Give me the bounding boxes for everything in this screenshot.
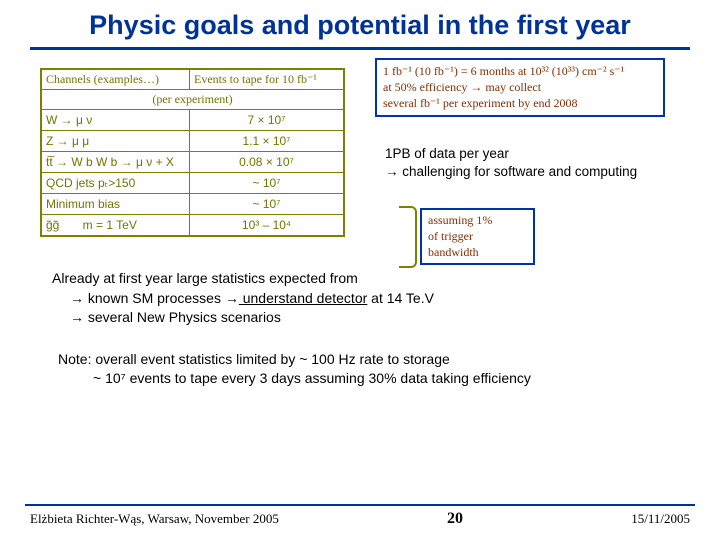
table-cell: QCD jets pₜ>150 [42,173,190,193]
body-line: → several New Physics scenarios [70,308,690,328]
table-cell: 1.1 × 10⁷ [190,131,343,151]
table-row: Z → μ μ 1.1 × 10⁷ [42,131,343,152]
title-underline [30,47,690,50]
table-cell: 10³ – 10⁴ [190,215,343,235]
luminosity-box: 1 fb⁻¹ (10 fb⁻¹) = 6 months at 10³² (10³… [375,58,665,117]
table-cell: ~ 10⁷ [190,173,343,193]
arrow-icon: → known SM processes → [70,290,239,306]
table-cell: Z → μ μ [42,131,190,151]
lumi-line: 1 fb⁻¹ (10 fb⁻¹) = 6 months at 10³² (10³… [383,63,657,79]
body-paragraph-2: Note: overall event statistics limited b… [58,350,690,389]
table-cell: tt̅ → W b W b → μ ν + X [42,152,190,172]
table-header-channels: Channels (examples…) [42,70,190,89]
table-row: Minimum bias ~ 10⁷ [42,194,343,215]
underlined-text: understand detector [239,290,367,306]
footer-date: 15/11/2005 [631,511,690,527]
pb-line: 1PB of data per year [385,145,690,163]
table-row: W → μ ν 7 × 10⁷ [42,110,343,131]
footer-author: Elżbieta Richter-Wąs, Warsaw, November 2… [30,511,279,527]
body-line: Already at first year large statistics e… [52,269,690,289]
body-text-span: at 14 Te.V [367,290,434,306]
events-table: Channels (examples…) Events to tape for … [40,68,345,237]
table-subheader: (per experiment) [42,90,343,110]
trigger-line: of trigger [428,228,527,244]
table-cell: 7 × 10⁷ [190,110,343,130]
lumi-line: several fb⁻¹ per experiment by end 2008 [383,95,657,111]
lumi-line: at 50% efficiency → may collect [383,79,657,95]
table-cell: Minimum bias [42,194,190,214]
page-number: 20 [447,510,463,528]
table-row: g̃g̃ m = 1 TeV 10³ – 10⁴ [42,215,343,235]
data-volume-note: 1PB of data per year → challenging for s… [385,145,690,181]
table-header-row: Channels (examples…) Events to tape for … [42,70,343,90]
table-cell: W → μ ν [42,110,190,130]
footer-divider [25,504,695,506]
table-row: QCD jets pₜ>150 ~ 10⁷ [42,173,343,194]
right-column: 1 fb⁻¹ (10 fb⁻¹) = 6 months at 10³² (10³… [357,68,690,181]
page-title: Physic goals and potential in the first … [30,10,690,41]
table-cell: g̃g̃ m = 1 TeV [42,215,190,235]
table-header-events: Events to tape for 10 fb⁻¹ [190,70,343,89]
table-cell: 0.08 × 10⁷ [190,152,343,172]
footer: Elżbieta Richter-Wąs, Warsaw, November 2… [0,504,720,528]
trigger-line: assuming 1% [428,212,527,228]
body-line: Note: overall event statistics limited b… [58,350,690,370]
slide: Physic goals and potential in the first … [0,0,720,540]
table-cell: ~ 10⁷ [190,194,343,214]
body-line: → known SM processes → understand detect… [70,289,690,309]
bracket-icon [399,206,417,268]
table-body: Channels (examples…) Events to tape for … [40,68,345,237]
footer-row: Elżbieta Richter-Wąs, Warsaw, November 2… [30,510,690,528]
trigger-assumption-box: assuming 1% of trigger bandwidth [420,208,535,265]
pb-line: → challenging for software and computing [385,163,690,181]
content-row: Channels (examples…) Events to tape for … [40,68,690,237]
table-row: tt̅ → W b W b → μ ν + X 0.08 × 10⁷ [42,152,343,173]
body-paragraph-1: Already at first year large statistics e… [52,269,690,328]
body-line: ~ 10⁷ events to tape every 3 days assumi… [58,369,690,389]
trigger-line: bandwidth [428,244,527,260]
